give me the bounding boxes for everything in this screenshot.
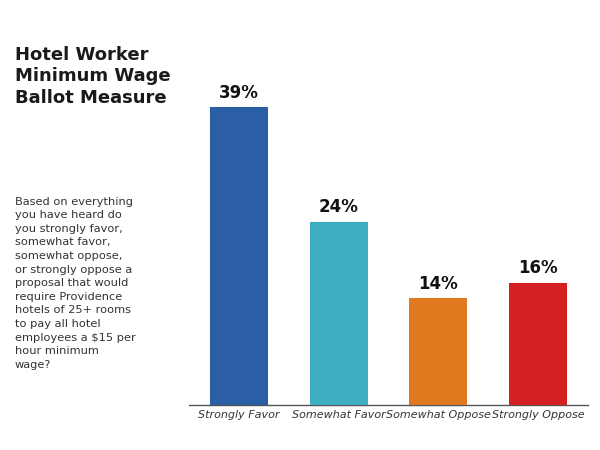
- Bar: [509, 283, 567, 405]
- Text: Based on everything
you have heard do
you strongly favor,
somewhat favor,
somewh: Based on everything you have heard do yo…: [15, 197, 136, 370]
- Text: 16%: 16%: [518, 259, 558, 277]
- Bar: [210, 107, 268, 405]
- Text: ΔAΠA Research Inc. - May 2014: ΔAΠA Research Inc. - May 2014: [201, 8, 399, 21]
- Text: 14%: 14%: [419, 274, 458, 292]
- Text: 24%: 24%: [319, 198, 359, 216]
- Bar: [310, 222, 368, 405]
- Text: 39%: 39%: [219, 84, 259, 102]
- Text: Hotel Worker
Minimum Wage
Ballot Measure: Hotel Worker Minimum Wage Ballot Measure: [15, 46, 170, 107]
- Bar: [409, 298, 467, 405]
